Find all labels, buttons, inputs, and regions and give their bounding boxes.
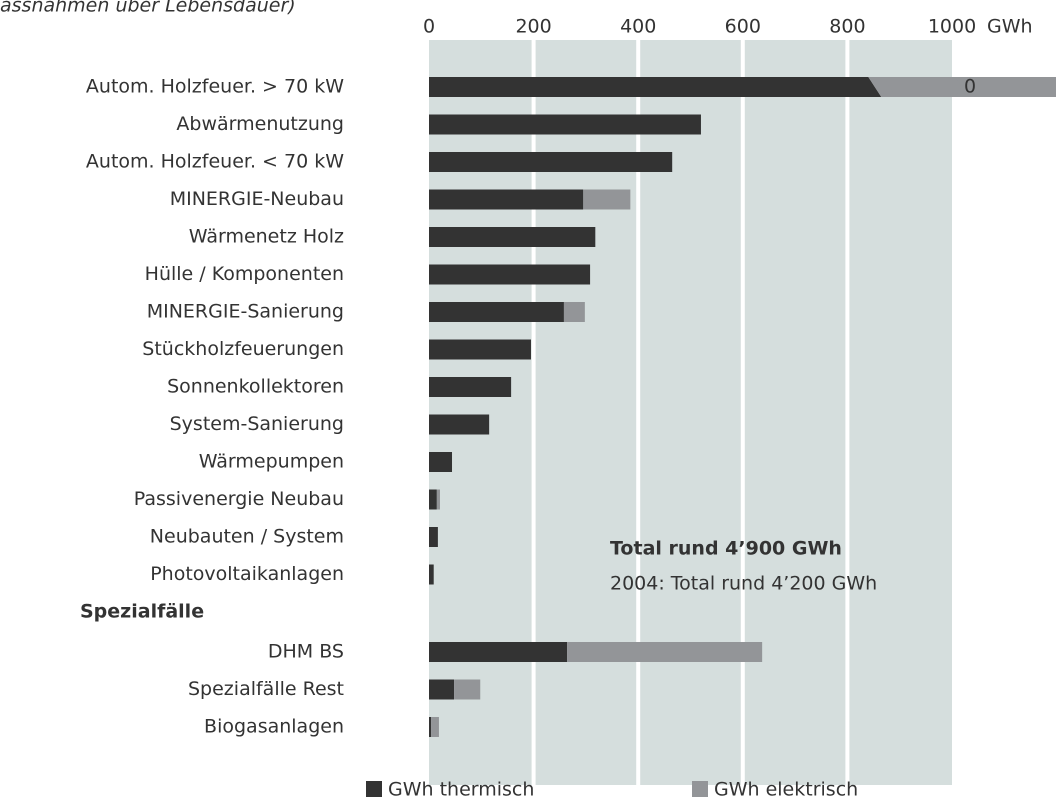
bar: [583, 189, 631, 210]
bar: [429, 114, 701, 135]
bar: [429, 189, 584, 210]
bar: [567, 642, 763, 662]
bar: [429, 302, 564, 322]
x-tick-label: 800: [829, 16, 865, 38]
legend-swatch: [692, 781, 708, 797]
y-tick-label: Wärmenetz Holz: [189, 226, 344, 248]
annotation: 2004: Total rund 4’200 GWh: [610, 573, 877, 595]
x-tick-label: 600: [725, 16, 761, 38]
y-tick-label: Neubauten / System: [150, 526, 344, 548]
legend-swatch: [366, 781, 382, 797]
y-tick-label: Sonnenkollektoren: [167, 376, 344, 398]
y-tick-label: MINERGIE-Sanierung: [147, 301, 344, 323]
bar: [436, 489, 440, 510]
bar: [563, 302, 585, 322]
y-tick-label: MINERGIE-Neubau: [170, 188, 344, 210]
legend-label: GWh elektrisch: [714, 779, 858, 801]
y-tick-label: Wärmepumpen: [199, 451, 344, 473]
bar: [429, 377, 512, 397]
y-tick-label: Hülle / Komponenten: [145, 263, 344, 285]
bar: [429, 414, 490, 435]
y-tick-label: Autom. Holzfeuer. < 70 kW: [86, 151, 344, 173]
bar: [431, 717, 439, 737]
bar: [454, 679, 481, 700]
x-tick-label: 200: [515, 16, 551, 38]
bar: [429, 642, 568, 662]
legend-label: GWh thermisch: [388, 779, 534, 801]
value-label: 0: [964, 76, 976, 98]
y-tick-label: System-Sanierung: [170, 413, 344, 435]
bar: [429, 227, 596, 247]
bar: [429, 564, 434, 585]
x-axis-unit: GWh: [987, 16, 1033, 38]
subtitle: assnahmen über Lebensdauer): [0, 0, 296, 17]
bar: [868, 77, 1056, 97]
bar: [429, 152, 673, 172]
bar: [429, 264, 591, 285]
y-tick-label: Abwärmenutzung: [176, 113, 344, 135]
bar: [429, 489, 437, 510]
bar: [429, 339, 531, 360]
plot-background: [429, 40, 952, 785]
y-tick-label: Passivenergie Neubau: [134, 488, 344, 510]
section-heading: Spezialfälle: [80, 601, 204, 623]
y-tick-label: Stückholzfeuerungen: [142, 338, 344, 360]
bar: [429, 452, 453, 472]
x-tick-label: 0: [423, 16, 435, 38]
y-tick-label: Autom. Holzfeuer. > 70 kW: [86, 76, 344, 98]
y-tick-label: DHM BS: [268, 641, 344, 663]
x-tick-label: 400: [620, 16, 656, 38]
bar: [429, 527, 438, 547]
x-tick-label: 1000: [928, 16, 976, 38]
annotation: Total rund 4’900 GWh: [610, 538, 842, 560]
y-tick-label: Photovoltaikanlagen: [150, 563, 344, 585]
bar-segment: [883, 77, 962, 97]
bar: [429, 679, 455, 700]
bar-segment: [429, 77, 882, 97]
y-tick-label: Biogasanlagen: [204, 716, 344, 738]
y-tick-label: Spezialfälle Rest: [188, 678, 344, 700]
bar: [429, 717, 432, 737]
